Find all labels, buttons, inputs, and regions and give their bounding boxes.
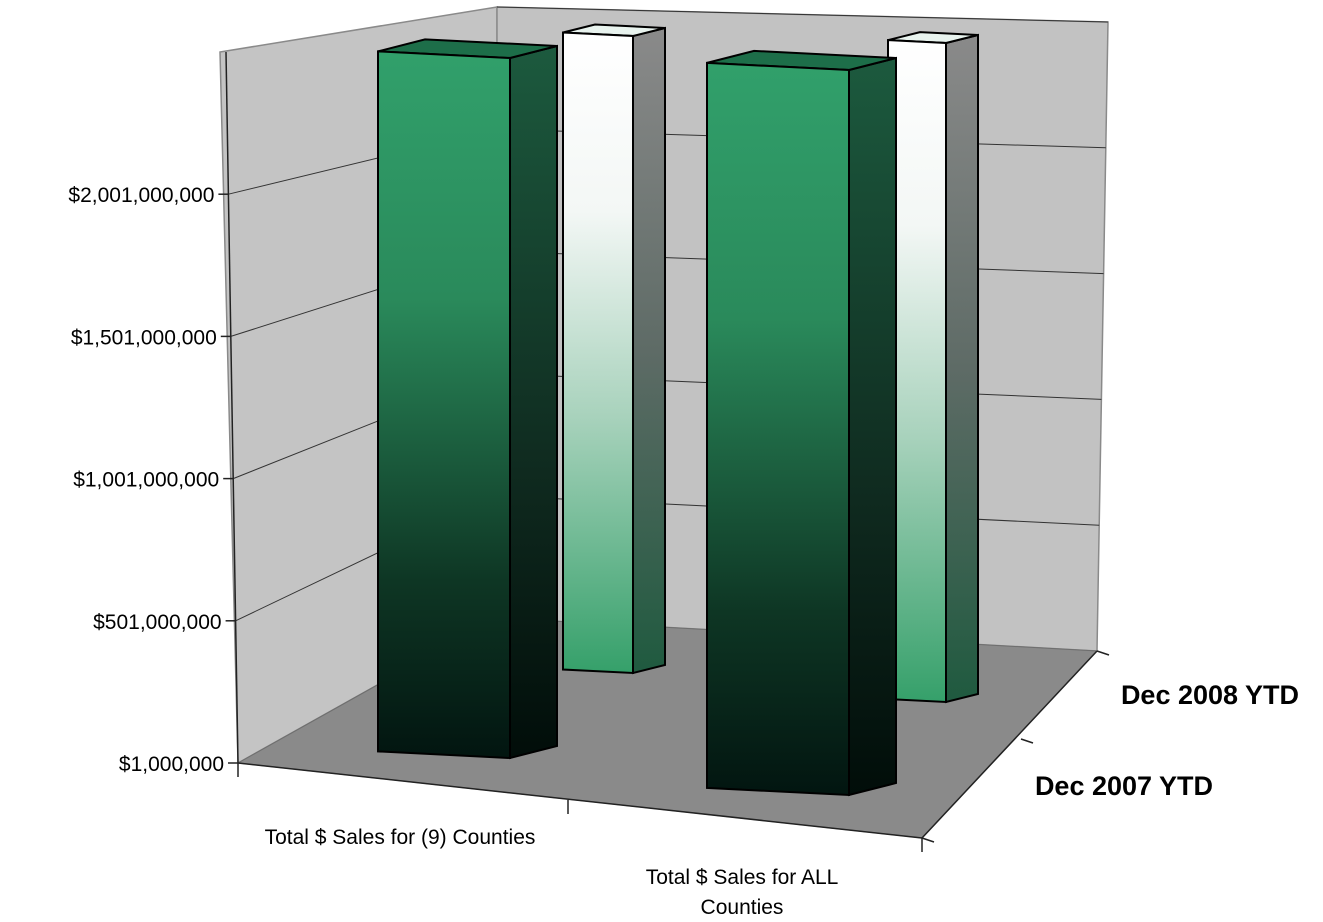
depth-axis-line — [921, 650, 1098, 839]
labels: $1,000,000 $501,000,000 $1,001,000,000 $1,5… — [68, 184, 1299, 919]
y-tick-label: $2,001,000,000 — [68, 184, 214, 207]
ticks — [218, 193, 1110, 852]
y-tick-label: $1,001,000,000 — [73, 469, 219, 492]
depth-tick-mark — [1020, 738, 1034, 744]
bar-side — [848, 56, 897, 797]
bar — [562, 31, 634, 675]
series-label: Dec 2007 YTD — [1035, 771, 1213, 801]
x-category-label: Total $ Sales for ALL — [646, 866, 839, 889]
x-category-label: Total $ Sales for (9) Counties — [265, 826, 536, 849]
depth-tick-mark — [921, 837, 935, 843]
bar-side — [632, 26, 666, 675]
bars — [377, 23, 979, 797]
series-label: Dec 2008 YTD — [1121, 680, 1299, 710]
x-category-label: Counties — [701, 896, 784, 919]
bar-side — [509, 44, 558, 760]
bar-side — [945, 33, 979, 704]
bar — [706, 61, 850, 797]
bar — [377, 50, 511, 760]
y-axis-line — [225, 51, 239, 764]
x-axis-line — [237, 762, 923, 839]
y-tick-label: $501,000,000 — [93, 611, 221, 634]
y-tick-label: $1,000,000 — [119, 753, 224, 776]
depth-tick-mark — [1096, 650, 1110, 656]
gridline — [496, 6, 1109, 23]
y-tick-label: $1,501,000,000 — [71, 326, 217, 349]
